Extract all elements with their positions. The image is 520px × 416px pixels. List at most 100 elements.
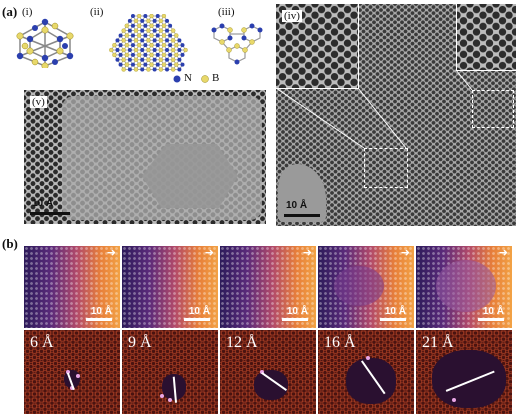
atom-dot: [366, 356, 370, 360]
n-atom: [152, 18, 157, 23]
b-atom: [146, 47, 151, 53]
atom-dot: [260, 370, 264, 374]
b-atom: [121, 28, 126, 33]
n-atom: [177, 57, 182, 62]
n-atom: [180, 52, 185, 57]
atom-dot: [66, 370, 70, 374]
b-atom: [146, 57, 151, 62]
b-atom: [133, 57, 139, 62]
scale-bar-b1-label: 10 Å: [90, 306, 112, 317]
n-atom: [140, 67, 145, 72]
n-atom: [168, 33, 173, 38]
n-atom-legend-icon: [173, 75, 181, 83]
n-atom: [177, 67, 182, 72]
b-atom: [124, 62, 129, 67]
b-atom: [161, 33, 167, 38]
n-atom: [140, 18, 145, 23]
scale-bar-b4: [380, 318, 406, 321]
subpanel-ii-label: (ii): [90, 6, 104, 18]
n-atom: [155, 43, 160, 48]
b-atom: [158, 28, 163, 33]
b-atom: [124, 52, 129, 58]
b-atom: [149, 43, 154, 48]
b-atom: [149, 62, 154, 67]
b-atom: [149, 33, 154, 38]
subpanel-v-label: (v): [30, 96, 47, 108]
b-atom: [174, 43, 179, 48]
b-atom: [158, 57, 163, 62]
n-atom: [130, 14, 135, 18]
b-atom: [121, 67, 126, 72]
hole-frame-3: 12 Å: [220, 330, 316, 414]
vacancy-hole: [432, 350, 506, 408]
b-atom: [149, 23, 154, 28]
b-atom: [171, 67, 176, 72]
b-atom: [121, 57, 126, 62]
tem-image-iv: 10 Å: [276, 4, 516, 226]
b-atom: [137, 52, 142, 58]
b-atom: [149, 14, 154, 19]
tem-image-v: 10 Å: [24, 90, 266, 224]
thermal-frame-4: ➜ 10 Å: [318, 246, 414, 328]
n-atom: [130, 23, 135, 28]
hole-size-label-5: 21 Å: [422, 334, 454, 351]
n-atom: [168, 62, 173, 67]
b-atom: [146, 18, 151, 24]
n-atom: [127, 18, 132, 23]
n-atom: [130, 33, 135, 38]
atom-dot: [168, 398, 172, 402]
n-atom: [143, 52, 148, 57]
n-atom: [165, 57, 170, 62]
hole-frame-4: 16 Å: [318, 330, 414, 414]
n-atom: [140, 28, 145, 33]
b-atom: [109, 47, 114, 53]
n-atom: [155, 33, 160, 38]
hole-size-label-2: 9 Å: [128, 334, 152, 351]
hole-glow: [334, 266, 384, 306]
b-atom: [171, 28, 176, 33]
scale-bar-v-label: 10 Å: [32, 198, 54, 209]
arrow-icon: ➜: [498, 246, 508, 259]
b-atom: [133, 47, 139, 53]
atom-dot: [452, 398, 456, 402]
b-atom: [158, 18, 163, 24]
n-atom: [127, 38, 132, 43]
n-atom: [143, 23, 148, 28]
b-atom: [112, 43, 117, 48]
n-atom-legend-label: N: [184, 72, 192, 84]
scale-bar-b2: [184, 318, 210, 321]
thermal-frame-3: ➜ 10 Å: [220, 246, 316, 328]
n-atom: [127, 67, 132, 72]
inset-right-zoom: [456, 4, 516, 71]
b-atom: [174, 33, 179, 38]
b-atom: [146, 67, 151, 72]
b-atom: [121, 47, 126, 53]
scale-bar-iv-label: 10 Å: [286, 200, 308, 211]
n-atom: [115, 57, 120, 62]
b-atom: [158, 38, 163, 43]
n-atom: [127, 28, 132, 33]
b-atom: [174, 62, 179, 67]
dashed-box-right: [472, 90, 514, 128]
b-atom: [137, 33, 142, 38]
b-atom: [124, 43, 129, 48]
hbn-top-view-lattice: [109, 14, 188, 72]
dashed-box-left: [364, 148, 408, 188]
thermal-frame-5: ➜ 10 Å: [416, 246, 512, 328]
b-atom: [137, 14, 142, 19]
n-atom: [143, 43, 148, 48]
b-atom: [161, 43, 167, 48]
b-atom: [158, 47, 163, 53]
n-atom: [130, 43, 135, 48]
b-atom: [158, 67, 163, 72]
scale-bar-iv: [284, 214, 320, 217]
b-atom: [171, 47, 176, 53]
hole-glow: [436, 260, 496, 312]
b-atom: [161, 23, 167, 28]
atom-dot: [76, 374, 80, 378]
n-atom: [165, 48, 170, 53]
n-atom: [152, 48, 157, 53]
b-atom: [137, 23, 142, 28]
arrow-icon: ➜: [302, 246, 312, 259]
hexagonal-hole: [142, 144, 238, 208]
